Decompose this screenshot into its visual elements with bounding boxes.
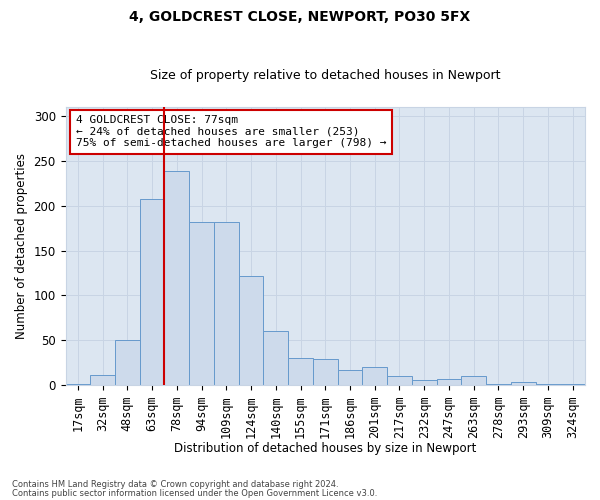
Text: Contains public sector information licensed under the Open Government Licence v3: Contains public sector information licen… — [12, 488, 377, 498]
Bar — [387, 376, 412, 386]
Bar — [338, 370, 362, 386]
Bar — [189, 222, 214, 386]
Bar — [412, 380, 437, 386]
Bar — [313, 360, 338, 386]
Bar — [362, 368, 387, 386]
X-axis label: Distribution of detached houses by size in Newport: Distribution of detached houses by size … — [174, 442, 476, 455]
Bar — [437, 379, 461, 386]
Bar — [511, 382, 536, 386]
Bar — [65, 384, 90, 386]
Bar — [164, 170, 189, 386]
Bar — [115, 340, 140, 386]
Bar — [214, 222, 239, 386]
Text: 4, GOLDCREST CLOSE, NEWPORT, PO30 5FX: 4, GOLDCREST CLOSE, NEWPORT, PO30 5FX — [130, 10, 470, 24]
Title: Size of property relative to detached houses in Newport: Size of property relative to detached ho… — [150, 69, 500, 82]
Bar — [560, 384, 585, 386]
Bar — [288, 358, 313, 386]
Bar — [263, 332, 288, 386]
Text: Contains HM Land Registry data © Crown copyright and database right 2024.: Contains HM Land Registry data © Crown c… — [12, 480, 338, 489]
Bar — [536, 384, 560, 386]
Bar — [486, 384, 511, 386]
Y-axis label: Number of detached properties: Number of detached properties — [15, 153, 28, 339]
Bar — [90, 376, 115, 386]
Bar — [140, 200, 164, 386]
Text: 4 GOLDCREST CLOSE: 77sqm
← 24% of detached houses are smaller (253)
75% of semi-: 4 GOLDCREST CLOSE: 77sqm ← 24% of detach… — [76, 115, 386, 148]
Bar — [239, 276, 263, 386]
Bar — [461, 376, 486, 386]
